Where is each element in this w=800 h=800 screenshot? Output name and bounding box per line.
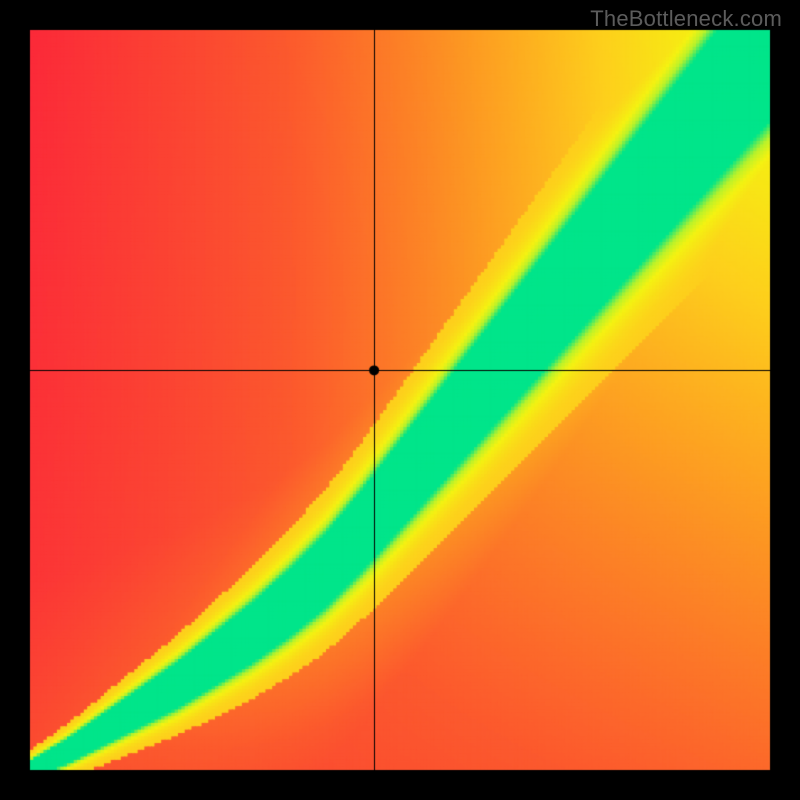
chart-container: TheBottleneck.com	[0, 0, 800, 800]
watermark-text: TheBottleneck.com	[590, 6, 782, 32]
bottleneck-heatmap	[0, 0, 800, 800]
